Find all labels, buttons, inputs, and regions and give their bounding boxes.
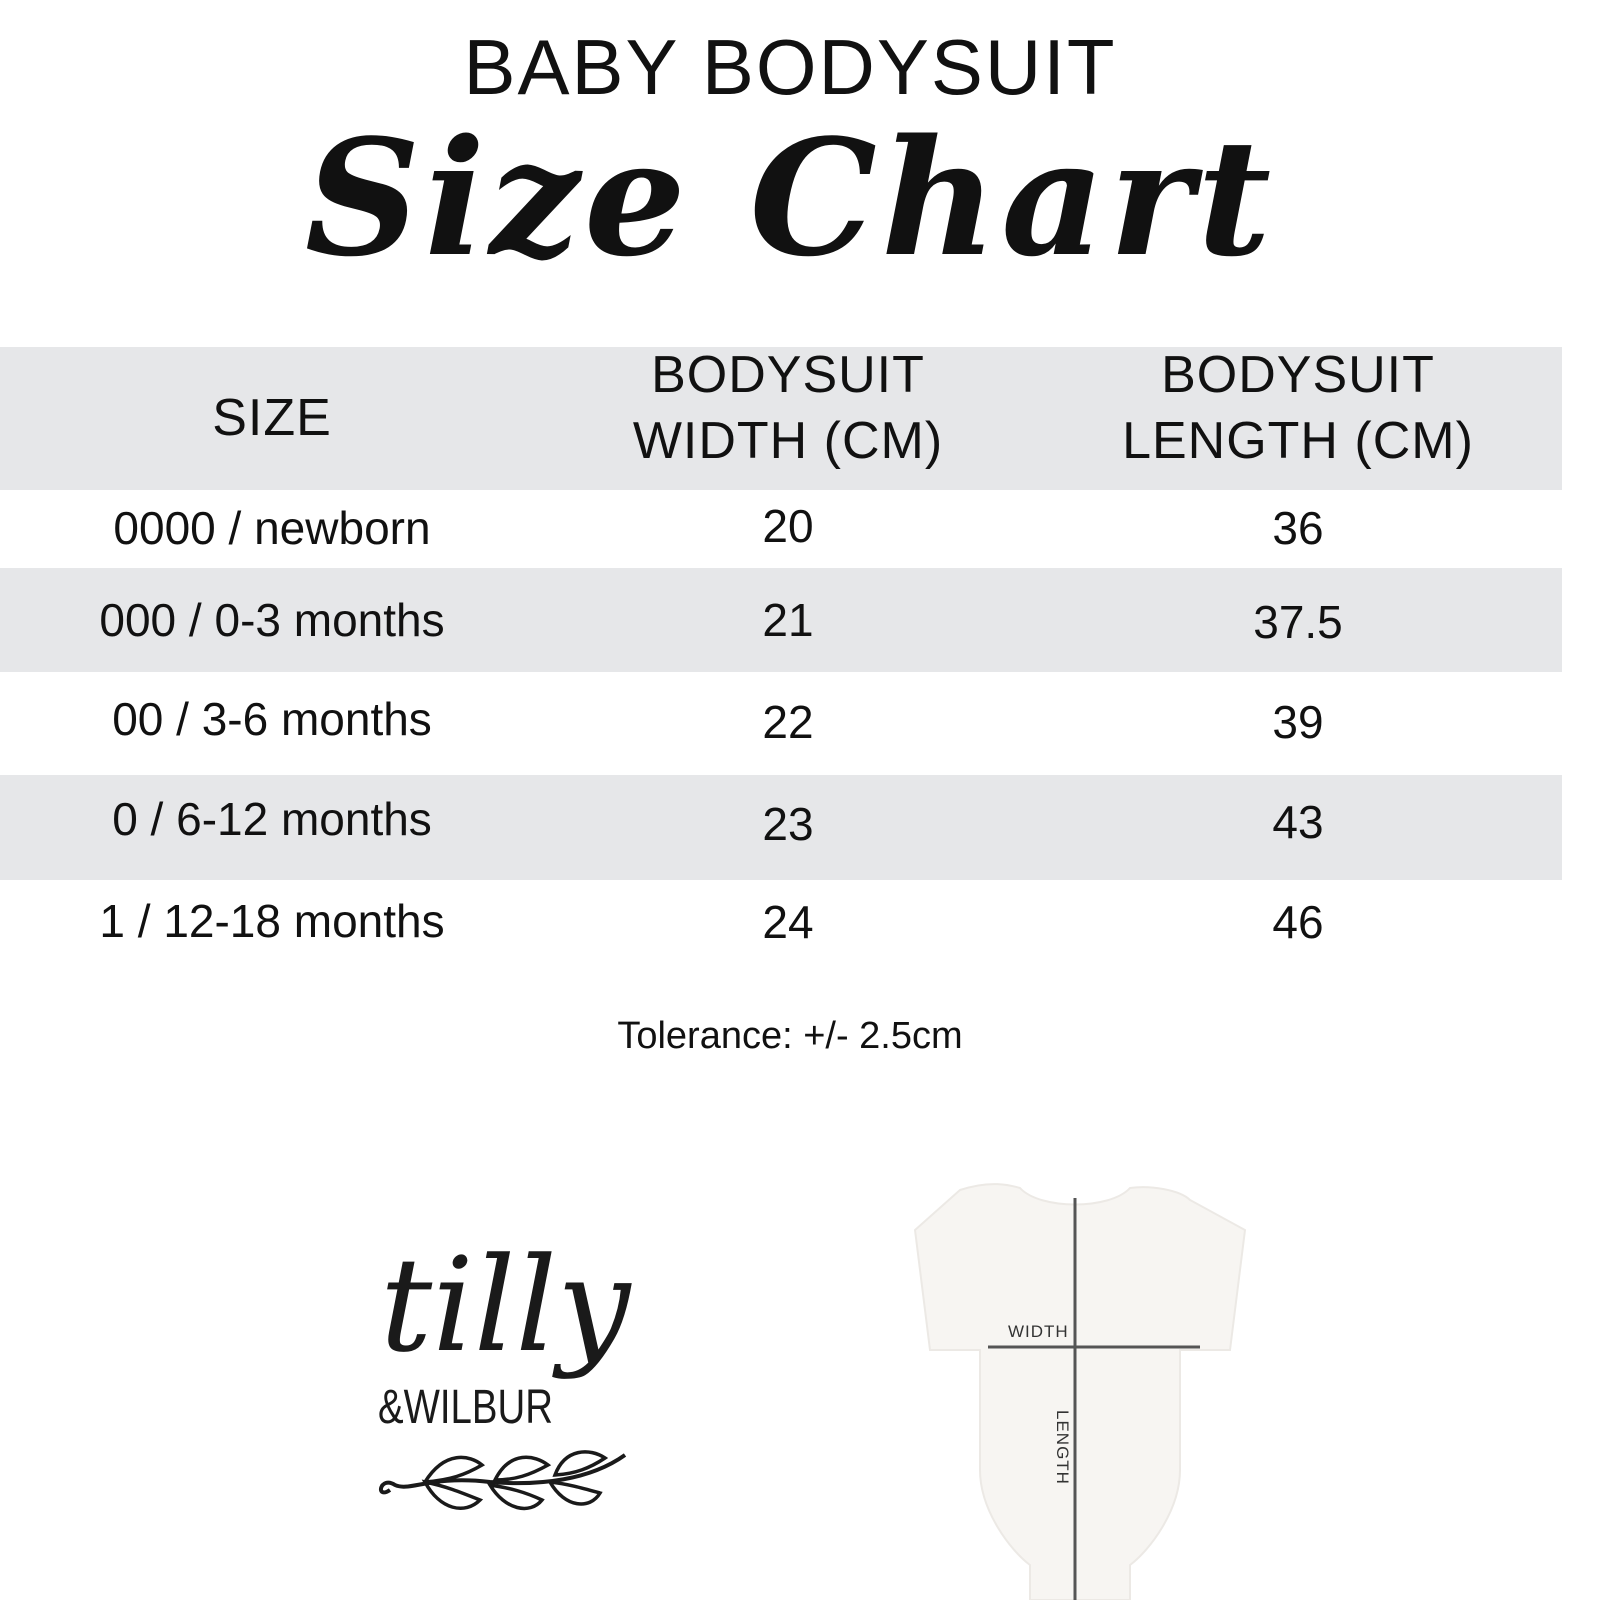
- row-band: [0, 568, 1562, 672]
- cell-size: 000 / 0-3 months: [99, 594, 445, 646]
- bodysuit-illustration: [913, 1183, 1247, 1601]
- header-length-line2: LENGTH (CM): [1122, 412, 1474, 470]
- cell-size: 0000 / newborn: [113, 502, 431, 554]
- header-length-line1: BODYSUIT: [1161, 346, 1435, 404]
- leaf-branch-icon: [379, 1450, 627, 1511]
- title-size-chart: Size Chart: [304, 104, 1276, 292]
- length-label: LENGTH: [1053, 1410, 1072, 1485]
- cell-width: 21: [762, 594, 814, 646]
- title-baby-bodysuit: BABY BODYSUIT: [463, 23, 1117, 111]
- logo-wilbur: &WILBUR: [378, 1381, 553, 1434]
- cell-width: 20: [762, 500, 814, 552]
- cell-width: 24: [762, 896, 814, 948]
- header-width: BODYSUIT WIDTH (CM): [560, 342, 1016, 474]
- cell-size: 00 / 3-6 months: [112, 693, 432, 745]
- bodysuit-diagram: WIDTH LENGTH: [890, 1180, 1270, 1601]
- cell-length: 39: [1272, 696, 1324, 748]
- cell-width: 23: [762, 798, 814, 850]
- cell-size: 0 / 6-12 months: [112, 793, 432, 845]
- cell-width: 22: [762, 696, 814, 748]
- row-band: [0, 775, 1562, 880]
- header-length: BODYSUIT LENGTH (CM): [1070, 342, 1526, 474]
- cell-length: 43: [1272, 796, 1324, 848]
- tolerance-note: Tolerance: +/- 2.5cm: [617, 1015, 963, 1057]
- header-width-line1: BODYSUIT: [651, 346, 925, 404]
- cell-size: 1 / 12-18 months: [99, 895, 445, 947]
- header-width-line2: WIDTH (CM): [632, 412, 944, 470]
- brand-logo: tilly &WILBUR: [370, 1240, 640, 1530]
- header-band: [0, 347, 1562, 490]
- cell-length: 46: [1272, 896, 1324, 948]
- logo-tilly: tilly: [380, 1229, 631, 1381]
- cell-length: 37.5: [1253, 596, 1343, 648]
- width-label: WIDTH: [1008, 1322, 1069, 1341]
- header-size: SIZE: [212, 389, 332, 447]
- cell-length: 36: [1272, 502, 1324, 554]
